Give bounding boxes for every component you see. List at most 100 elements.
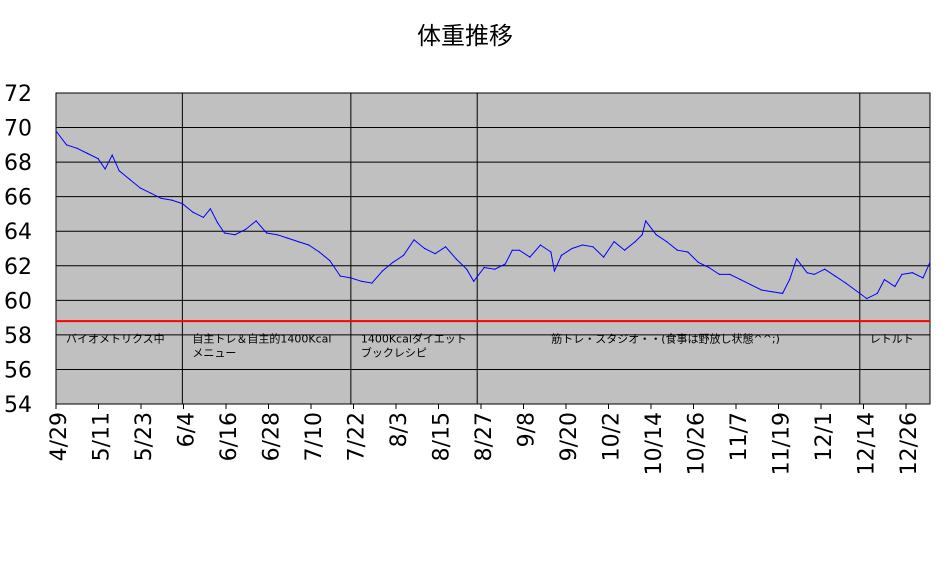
data-point: [894, 285, 896, 288]
y-tick-label: 66: [4, 186, 32, 211]
data-point: [55, 130, 57, 132]
data-point: [813, 273, 815, 275]
data-point: [483, 266, 485, 269]
data-point: [434, 253, 436, 255]
y-tick-label: 60: [4, 289, 32, 314]
x-tick-label: 7/22: [345, 412, 370, 461]
data-point: [216, 222, 219, 224]
x-tick-label: 6/28: [260, 412, 285, 461]
data-point: [859, 292, 861, 294]
phase-label: バイオメトリクス中: [66, 332, 165, 345]
data-point: [760, 289, 763, 291]
data-point: [771, 291, 773, 293]
phase-label: 筋トレ・スタジオ・・(食事は野放し状態^^;): [551, 331, 780, 345]
data-point: [255, 220, 257, 222]
data-point: [729, 273, 731, 275]
data-point: [308, 244, 310, 246]
data-point: [866, 298, 868, 300]
x-tick-label: 11/7: [727, 412, 752, 461]
data-point: [87, 152, 89, 155]
x-tick-label: 7/10: [302, 412, 327, 461]
x-tick-label: 10/26: [685, 412, 710, 475]
data-point: [613, 241, 615, 243]
y-axis-ticks: 72 70 68 66 64 62 60 58 56 54: [4, 82, 32, 418]
data-point: [901, 273, 903, 275]
x-tick-label: 6/4: [175, 412, 200, 447]
data-point: [276, 234, 278, 236]
chart-title: 体重推移: [417, 22, 513, 50]
data-point: [518, 249, 520, 251]
data-point: [244, 228, 247, 231]
data-point: [171, 199, 173, 201]
data-point: [581, 244, 584, 246]
data-point: [624, 249, 626, 251]
data-point: [655, 234, 657, 236]
data-point: [150, 192, 152, 194]
data-point: [494, 268, 496, 270]
data-point: [350, 277, 352, 279]
data-point: [553, 270, 556, 272]
x-tick-label: 9/8: [515, 412, 540, 447]
data-point: [297, 241, 299, 243]
y-tick-label: 54: [4, 393, 32, 418]
data-point: [511, 249, 513, 251]
data-point: [708, 266, 710, 269]
phase-label: 1400Kcalダイエット: [361, 331, 467, 345]
data-point: [455, 258, 457, 260]
data-point: [697, 261, 699, 263]
data-point: [666, 241, 668, 243]
data-point: [202, 216, 204, 218]
data-point: [687, 251, 689, 253]
data-point: [318, 251, 320, 253]
data-point: [876, 292, 878, 294]
x-tick-label: 10/14: [642, 412, 667, 475]
data-point: [922, 277, 924, 279]
data-point: [329, 260, 331, 262]
x-tick-label: 6/16: [217, 412, 242, 461]
data-point: [445, 246, 447, 248]
y-tick-label: 72: [4, 82, 32, 107]
data-point: [266, 232, 268, 234]
data-point: [718, 273, 721, 275]
gridlines: [56, 127, 930, 370]
data-point: [111, 154, 113, 156]
phase-label: メニュー: [192, 346, 236, 359]
y-tick-label: 68: [4, 151, 32, 176]
data-point: [97, 158, 99, 160]
x-axis-ticks: 4/29 5/11 5/23 6/4 6/16 6/28 7/10 7/22 8/3 8/15 8/…: [47, 404, 922, 475]
x-tick-label: 8/27: [472, 412, 497, 461]
data-point: [676, 249, 678, 251]
y-tick-label: 58: [4, 324, 32, 349]
data-point: [592, 246, 594, 248]
data-point: [118, 170, 120, 172]
data-point: [539, 244, 542, 246]
data-point: [223, 232, 226, 234]
data-point: [641, 234, 643, 236]
data-point: [402, 254, 405, 256]
phase-label: ブックレシピ: [361, 345, 427, 359]
data-point: [845, 282, 847, 284]
x-tick-label: 5/11: [90, 412, 115, 461]
data-point: [192, 211, 194, 213]
data-point: [371, 282, 373, 284]
data-point: [139, 187, 141, 189]
data-point: [104, 168, 106, 170]
data-point: [287, 237, 289, 239]
data-point: [129, 178, 131, 180]
data-point: [473, 280, 475, 282]
y-tick-label: 64: [4, 220, 32, 245]
data-point: [160, 197, 162, 199]
data-point: [929, 261, 931, 263]
data-point: [550, 251, 552, 253]
x-tick-label: 12/26: [897, 412, 922, 475]
x-tick-label: 8/3: [387, 412, 412, 447]
data-point: [796, 258, 798, 260]
data-point: [424, 247, 426, 250]
x-tick-label: 12/1: [812, 412, 837, 461]
data-point: [413, 239, 415, 241]
data-point: [65, 144, 68, 146]
data-point: [645, 220, 647, 222]
y-tick-label: 70: [4, 117, 32, 142]
x-tick-label: 11/19: [770, 412, 795, 475]
